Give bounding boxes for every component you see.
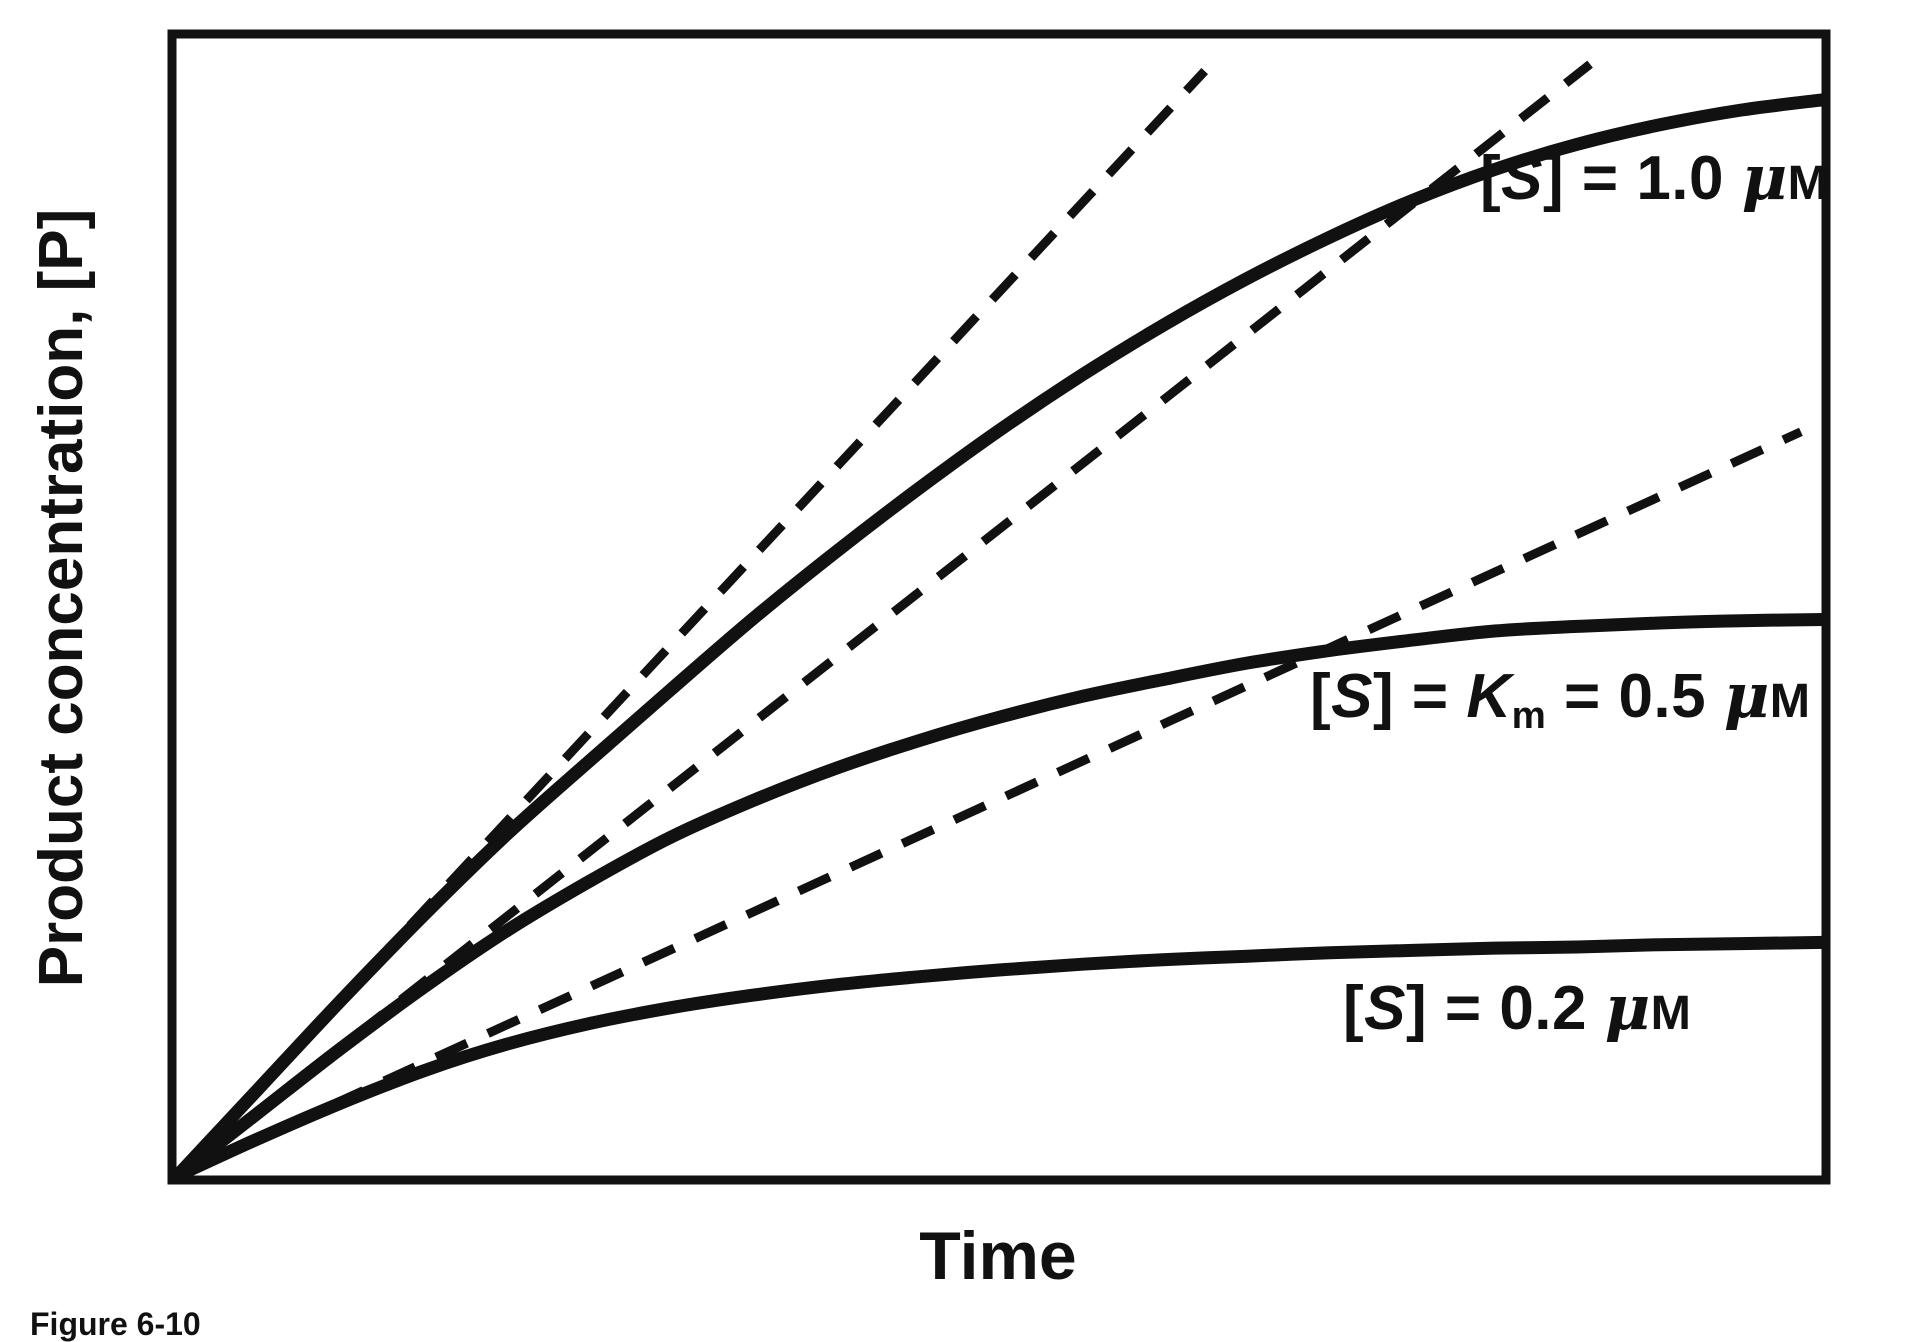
bracket: [ — [1343, 974, 1365, 1043]
progress-curve-0: [S] = 1.0 μM — [172, 93, 1825, 1181]
tangent-dashed-line-4: initial-velocity tangent, [S] = 0.5 μM — [174, 60, 1593, 1180]
series-layer: [S] = 1.0 μM[S] = Km = 0.5 μM[S] = 0.2 μ… — [172, 60, 1825, 1182]
label-value: ] = 1.0 — [1543, 144, 1742, 213]
label-value: ] = 0.2 — [1406, 974, 1605, 1043]
label-value: = 0.5 — [1546, 662, 1724, 731]
substrate-symbol: S — [1364, 974, 1407, 1043]
curve-label-s-1-0-um: [S] = 1.0 μM — [1480, 147, 1829, 210]
km-subscript: m — [1511, 693, 1547, 737]
y-axis-title: Product concentration, [P] — [27, 208, 96, 988]
curve-label-s-km-0-5-um: [S] = Km = 0.5 μM — [1310, 665, 1811, 735]
x-axis-title: Time — [919, 1218, 1077, 1294]
bracket: [ — [1310, 662, 1332, 731]
tangent-dashed-line-5: initial-velocity tangent, [S] = 0.2 μM — [175, 427, 1803, 1181]
plot-border — [167, 29, 1831, 1185]
micro-symbol: μ — [1741, 141, 1788, 214]
bracket: [ — [1480, 144, 1502, 213]
figure-caption: Figure 6-10 — [30, 1306, 201, 1342]
tangent-dashed-line-3: initial-velocity tangent, [S] = 1.0 μM — [173, 68, 1208, 1180]
micro-symbol: μ — [1604, 971, 1651, 1044]
molar-unit: M — [1650, 986, 1692, 1040]
micro-symbol: μ — [1723, 659, 1770, 732]
equals: ] = — [1373, 662, 1467, 731]
molar-unit: M — [1787, 156, 1829, 210]
progress-curve-2: [S] = 0.2 μM — [174, 935, 1825, 1182]
curve-label-s-0-2-um: [S] = 0.2 μM — [1343, 977, 1692, 1040]
progress-curve-1: [S] = Km = 0.5 μM — [172, 613, 1825, 1182]
substrate-symbol: S — [1501, 144, 1544, 213]
km-symbol: K — [1466, 662, 1512, 731]
molar-unit: M — [1769, 674, 1812, 728]
substrate-symbol: S — [1331, 662, 1374, 731]
